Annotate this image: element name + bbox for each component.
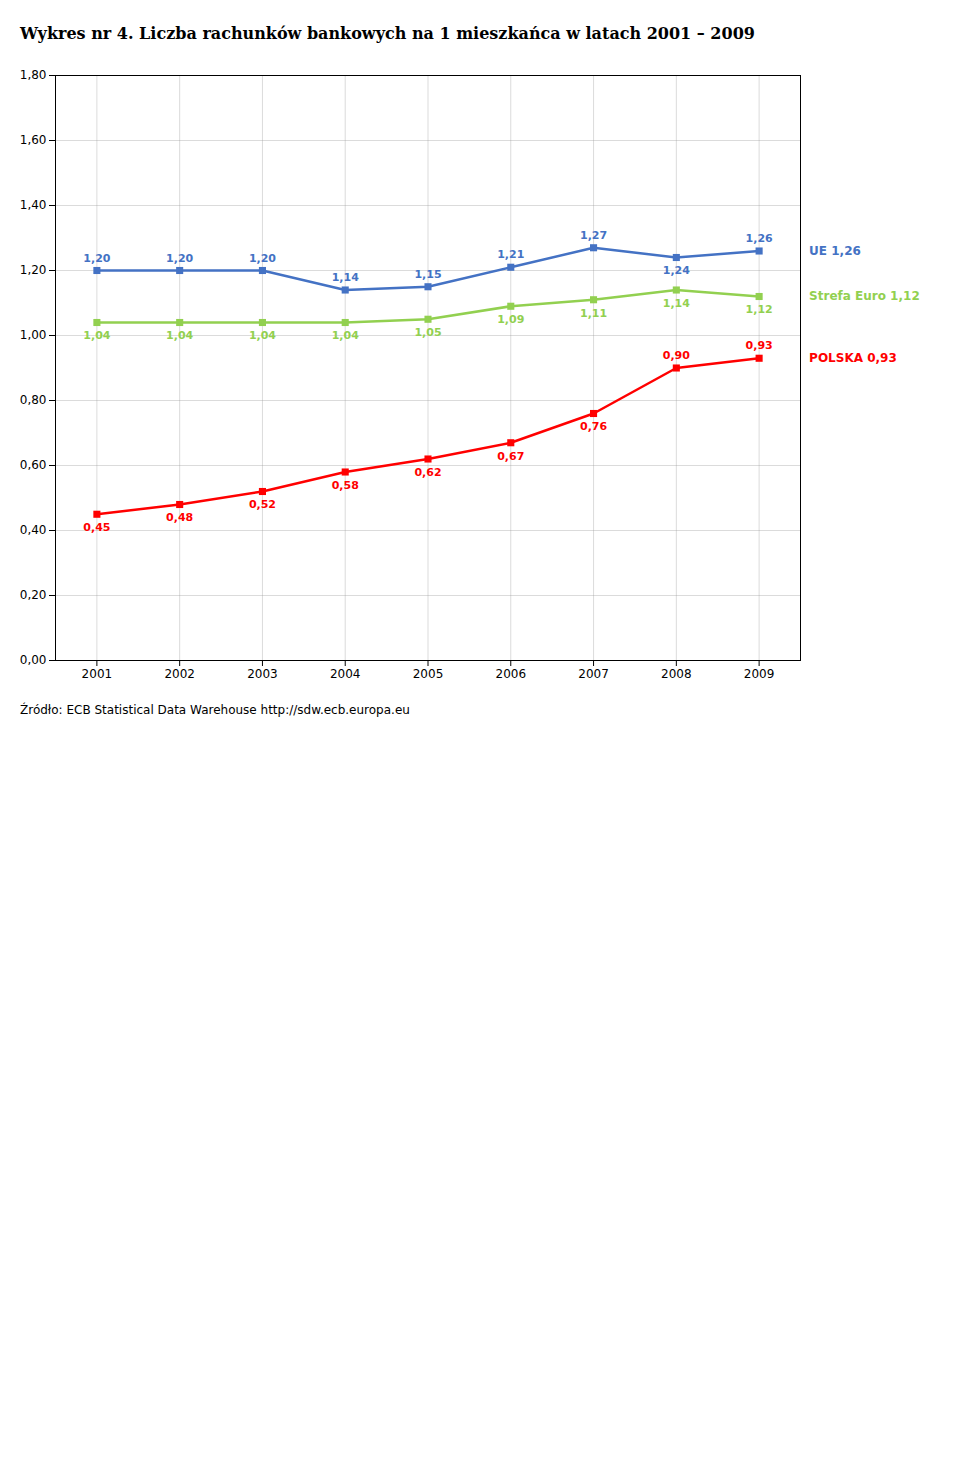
- svg-text:2001: 2001: [82, 667, 113, 681]
- svg-text:1,21: 1,21: [497, 248, 524, 261]
- svg-text:0,90: 0,90: [663, 349, 690, 362]
- svg-text:Strefa Euro 1,12: Strefa Euro 1,12: [809, 289, 920, 303]
- svg-text:POLSKA 0,93: POLSKA 0,93: [809, 351, 897, 365]
- svg-text:0,67: 0,67: [497, 450, 524, 463]
- svg-text:2004: 2004: [330, 667, 361, 681]
- svg-text:1,24: 1,24: [663, 264, 690, 277]
- svg-text:1,04: 1,04: [166, 329, 193, 342]
- svg-text:2002: 2002: [164, 667, 195, 681]
- svg-text:1,27: 1,27: [580, 229, 607, 242]
- svg-text:1,14: 1,14: [332, 271, 359, 284]
- svg-text:0,48: 0,48: [166, 511, 193, 524]
- svg-text:1,80: 1,80: [20, 68, 47, 82]
- svg-text:0,00: 0,00: [20, 653, 47, 667]
- svg-text:0,45: 0,45: [83, 521, 110, 534]
- svg-text:UE 1,26: UE 1,26: [809, 244, 861, 258]
- svg-text:0,20: 0,20: [20, 588, 47, 602]
- svg-text:1,04: 1,04: [83, 329, 110, 342]
- svg-text:2006: 2006: [496, 667, 527, 681]
- svg-text:1,14: 1,14: [663, 297, 690, 310]
- svg-text:1,05: 1,05: [414, 326, 441, 339]
- html-text:Wykres nr 4. Liczba rachunków: Wykres nr 4. Liczba rachunków bankowych …: [20, 24, 755, 43]
- svg-text:2003: 2003: [247, 667, 278, 681]
- svg-text:2007: 2007: [578, 667, 609, 681]
- html-text:Źródło: ECB Statistical Data W: Źródło: ECB Statistical Data Warehouse h…: [20, 703, 410, 717]
- svg-text:0,62: 0,62: [414, 466, 441, 479]
- svg-text:2009: 2009: [744, 667, 775, 681]
- svg-text:1,20: 1,20: [83, 252, 110, 265]
- svg-text:0,52: 0,52: [249, 498, 276, 511]
- svg-text:0,93: 0,93: [746, 339, 773, 352]
- svg-text:0,58: 0,58: [332, 479, 359, 492]
- svg-text:1,11: 1,11: [580, 307, 607, 320]
- svg-text:0,60: 0,60: [20, 458, 47, 472]
- svg-text:1,40: 1,40: [20, 198, 47, 212]
- svg-text:1,20: 1,20: [166, 252, 193, 265]
- svg-text:1,60: 1,60: [20, 133, 47, 147]
- svg-text:1,00: 1,00: [20, 328, 47, 342]
- svg-text:0,40: 0,40: [20, 523, 47, 537]
- svg-text:1,09: 1,09: [497, 313, 524, 326]
- svg-text:2008: 2008: [661, 667, 692, 681]
- svg-text:0,76: 0,76: [580, 420, 607, 433]
- svg-text:1,04: 1,04: [249, 329, 276, 342]
- svg-text:1,15: 1,15: [414, 268, 441, 281]
- svg-text:1,04: 1,04: [332, 329, 359, 342]
- svg-text:2005: 2005: [413, 667, 444, 681]
- svg-text:1,20: 1,20: [20, 263, 47, 277]
- svg-text:1,20: 1,20: [249, 252, 276, 265]
- svg-text:1,26: 1,26: [746, 232, 773, 245]
- svg-text:0,80: 0,80: [20, 393, 47, 407]
- svg-text:1,12: 1,12: [746, 303, 773, 316]
